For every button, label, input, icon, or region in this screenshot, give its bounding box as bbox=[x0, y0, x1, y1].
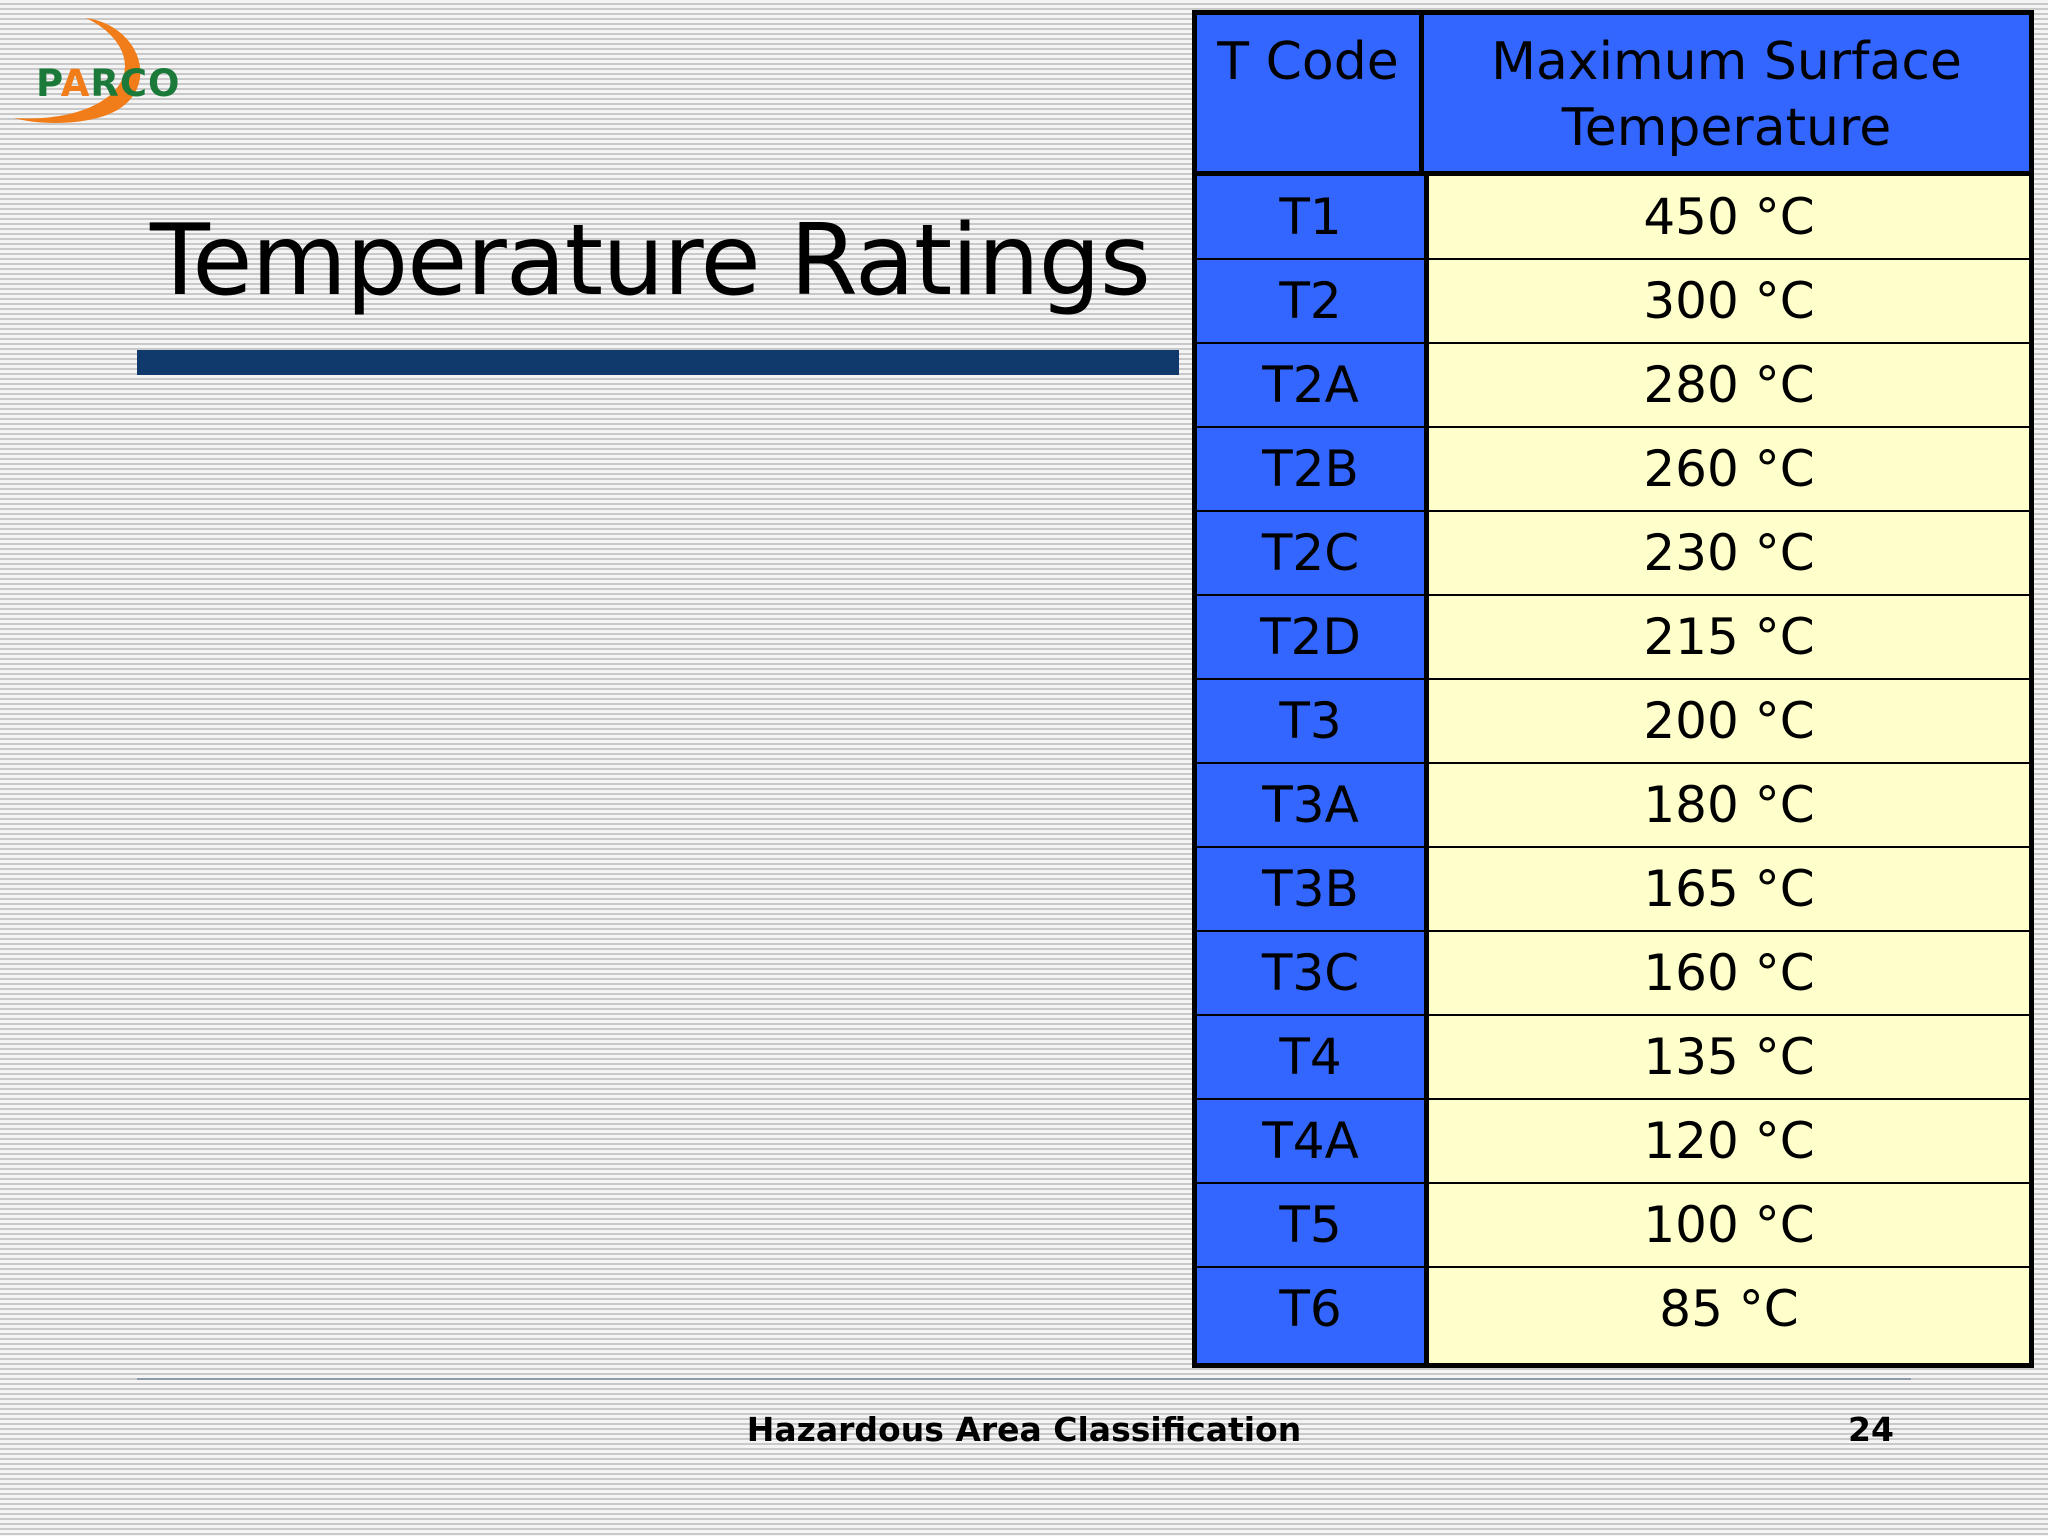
temperature-cell: 120 °C bbox=[1429, 1100, 2029, 1182]
temperature-cell: 280 °C bbox=[1429, 344, 2029, 426]
table-row: T4 135 °C bbox=[1197, 1016, 2029, 1100]
temperature-cell: 200 °C bbox=[1429, 680, 2029, 762]
table-row: T2C 230 °C bbox=[1197, 512, 2029, 596]
table-row: T2A 280 °C bbox=[1197, 344, 2029, 428]
table-row: T3C 160 °C bbox=[1197, 932, 2029, 1016]
temperature-cell: 85 °C bbox=[1429, 1268, 2029, 1363]
logo-letter-p: P bbox=[36, 62, 61, 105]
temperature-cell: 230 °C bbox=[1429, 512, 2029, 594]
temperature-table: T Code Maximum Surface Temperature T1 45… bbox=[1192, 10, 2034, 1368]
table-row: T1 450 °C bbox=[1197, 176, 2029, 260]
temperature-cell: 215 °C bbox=[1429, 596, 2029, 678]
table-row: T2D 215 °C bbox=[1197, 596, 2029, 680]
logo-letter-a: A bbox=[60, 62, 91, 105]
parco-logo: PARCO bbox=[14, 16, 179, 126]
t-code-cell: T3C bbox=[1197, 932, 1429, 1014]
footer-divider bbox=[137, 1378, 1911, 1380]
table-row: T3A 180 °C bbox=[1197, 764, 2029, 848]
t-code-cell: T2A bbox=[1197, 344, 1429, 426]
table-row: T3 200 °C bbox=[1197, 680, 2029, 764]
footer-title: Hazardous Area Classification bbox=[746, 1410, 1302, 1449]
table-row: T3B 165 °C bbox=[1197, 848, 2029, 932]
table-row: T2 300 °C bbox=[1197, 260, 2029, 344]
temperature-cell: 260 °C bbox=[1429, 428, 2029, 510]
t-code-cell: T1 bbox=[1197, 176, 1429, 258]
t-code-cell: T4 bbox=[1197, 1016, 1429, 1098]
table-header-row: T Code Maximum Surface Temperature bbox=[1197, 15, 2029, 176]
t-code-cell: T2C bbox=[1197, 512, 1429, 594]
t-code-cell: T3B bbox=[1197, 848, 1429, 930]
temperature-cell: 165 °C bbox=[1429, 848, 2029, 930]
temperature-cell: 160 °C bbox=[1429, 932, 2029, 1014]
slide-title: Temperature Ratings bbox=[150, 204, 1151, 318]
t-code-cell: T2B bbox=[1197, 428, 1429, 510]
t-code-cell: T2D bbox=[1197, 596, 1429, 678]
logo-letters-rco: RCO bbox=[90, 62, 181, 105]
table-row: T5 100 °C bbox=[1197, 1184, 2029, 1268]
t-code-cell: T3A bbox=[1197, 764, 1429, 846]
t-code-cell: T2 bbox=[1197, 260, 1429, 342]
temperature-cell: 100 °C bbox=[1429, 1184, 2029, 1266]
page-number: 24 bbox=[1848, 1410, 1894, 1449]
title-underline-bar bbox=[137, 350, 1179, 375]
header-t-code: T Code bbox=[1197, 15, 1424, 171]
table-row: T6 85 °C bbox=[1197, 1268, 2029, 1363]
table-row: T4A 120 °C bbox=[1197, 1100, 2029, 1184]
temperature-cell: 135 °C bbox=[1429, 1016, 2029, 1098]
logo-swoosh-icon bbox=[14, 18, 141, 123]
t-code-cell: T5 bbox=[1197, 1184, 1429, 1266]
t-code-cell: T6 bbox=[1197, 1268, 1429, 1363]
temperature-cell: 180 °C bbox=[1429, 764, 2029, 846]
header-max-surface-temperature: Maximum Surface Temperature bbox=[1424, 15, 2029, 171]
t-code-cell: T3 bbox=[1197, 680, 1429, 762]
t-code-cell: T4A bbox=[1197, 1100, 1429, 1182]
temperature-cell: 450 °C bbox=[1429, 176, 2029, 258]
temperature-cell: 300 °C bbox=[1429, 260, 2029, 342]
table-row: T2B 260 °C bbox=[1197, 428, 2029, 512]
logo-wordmark: PARCO bbox=[36, 62, 180, 105]
